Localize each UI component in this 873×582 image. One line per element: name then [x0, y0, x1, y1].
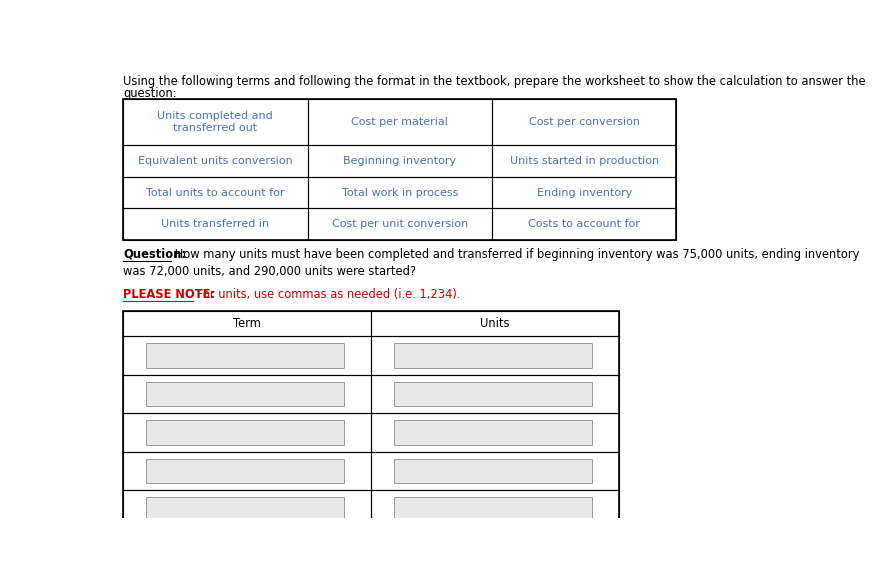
Text: Cost per conversion: Cost per conversion: [529, 117, 640, 127]
Bar: [123, 375, 371, 413]
Bar: [147, 382, 344, 406]
Bar: [123, 490, 371, 529]
Bar: [492, 146, 677, 177]
Text: Ending inventory: Ending inventory: [537, 187, 632, 198]
Text: Units completed and
transferred out: Units completed and transferred out: [157, 111, 273, 133]
Bar: [123, 311, 371, 336]
Bar: [307, 208, 492, 240]
Bar: [371, 413, 619, 452]
Bar: [307, 177, 492, 208]
Text: question:: question:: [123, 87, 176, 100]
Bar: [147, 343, 344, 368]
Text: Units: Units: [480, 317, 510, 330]
Bar: [371, 490, 619, 529]
Bar: [395, 420, 592, 445]
Text: Question:: Question:: [123, 248, 186, 261]
Text: was 72,000 units, and 290,000 units were started?: was 72,000 units, and 290,000 units were…: [123, 265, 416, 278]
Text: How many units must have been completed and transferred if beginning inventory w: How many units must have been completed …: [171, 248, 860, 261]
Bar: [492, 208, 677, 240]
Bar: [123, 177, 307, 208]
Text: PLEASE NOTE:: PLEASE NOTE:: [123, 288, 216, 301]
Bar: [371, 311, 619, 336]
Bar: [395, 459, 592, 483]
Bar: [123, 99, 677, 240]
Text: Cost per material: Cost per material: [351, 117, 448, 127]
Bar: [123, 99, 307, 146]
Text: Total work in process: Total work in process: [341, 187, 458, 198]
Bar: [371, 336, 619, 375]
Bar: [395, 343, 592, 368]
Bar: [492, 99, 677, 146]
Bar: [147, 459, 344, 483]
Bar: [123, 311, 619, 529]
Bar: [395, 382, 592, 406]
Text: Term: Term: [233, 317, 261, 330]
Text: Beginning inventory: Beginning inventory: [343, 156, 457, 166]
Bar: [371, 375, 619, 413]
Bar: [492, 177, 677, 208]
Bar: [307, 146, 492, 177]
Bar: [123, 336, 371, 375]
Bar: [123, 452, 371, 490]
Text: Equivalent units conversion: Equivalent units conversion: [138, 156, 292, 166]
Text: For units, use commas as needed (i.e. 1,234).: For units, use commas as needed (i.e. 1,…: [193, 288, 460, 301]
Bar: [307, 99, 492, 146]
Bar: [123, 208, 307, 240]
Text: Units transferred in: Units transferred in: [162, 219, 270, 229]
Bar: [147, 420, 344, 445]
Bar: [147, 497, 344, 522]
Text: Units started in production: Units started in production: [510, 156, 659, 166]
Bar: [371, 452, 619, 490]
Bar: [123, 413, 371, 452]
Text: Costs to account for: Costs to account for: [528, 219, 640, 229]
Bar: [395, 497, 592, 522]
Bar: [123, 146, 307, 177]
Text: Total units to account for: Total units to account for: [146, 187, 285, 198]
Text: Cost per unit conversion: Cost per unit conversion: [332, 219, 468, 229]
Text: Using the following terms and following the format in the textbook, prepare the : Using the following terms and following …: [123, 75, 866, 88]
